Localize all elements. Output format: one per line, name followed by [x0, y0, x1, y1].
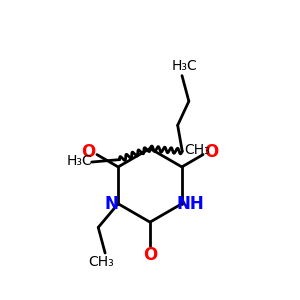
Text: CH₃: CH₃: [88, 255, 114, 269]
Text: H₃C: H₃C: [172, 59, 198, 73]
Text: H₃C: H₃C: [67, 154, 92, 168]
Text: O: O: [82, 143, 96, 161]
Text: NH: NH: [177, 195, 205, 213]
Text: O: O: [143, 245, 157, 263]
Text: N: N: [105, 195, 118, 213]
Text: O: O: [204, 143, 218, 161]
Text: CH₃: CH₃: [184, 143, 210, 157]
